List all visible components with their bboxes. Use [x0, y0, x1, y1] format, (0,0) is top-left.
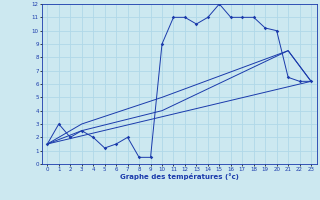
X-axis label: Graphe des températures (°c): Graphe des températures (°c)	[120, 173, 239, 180]
